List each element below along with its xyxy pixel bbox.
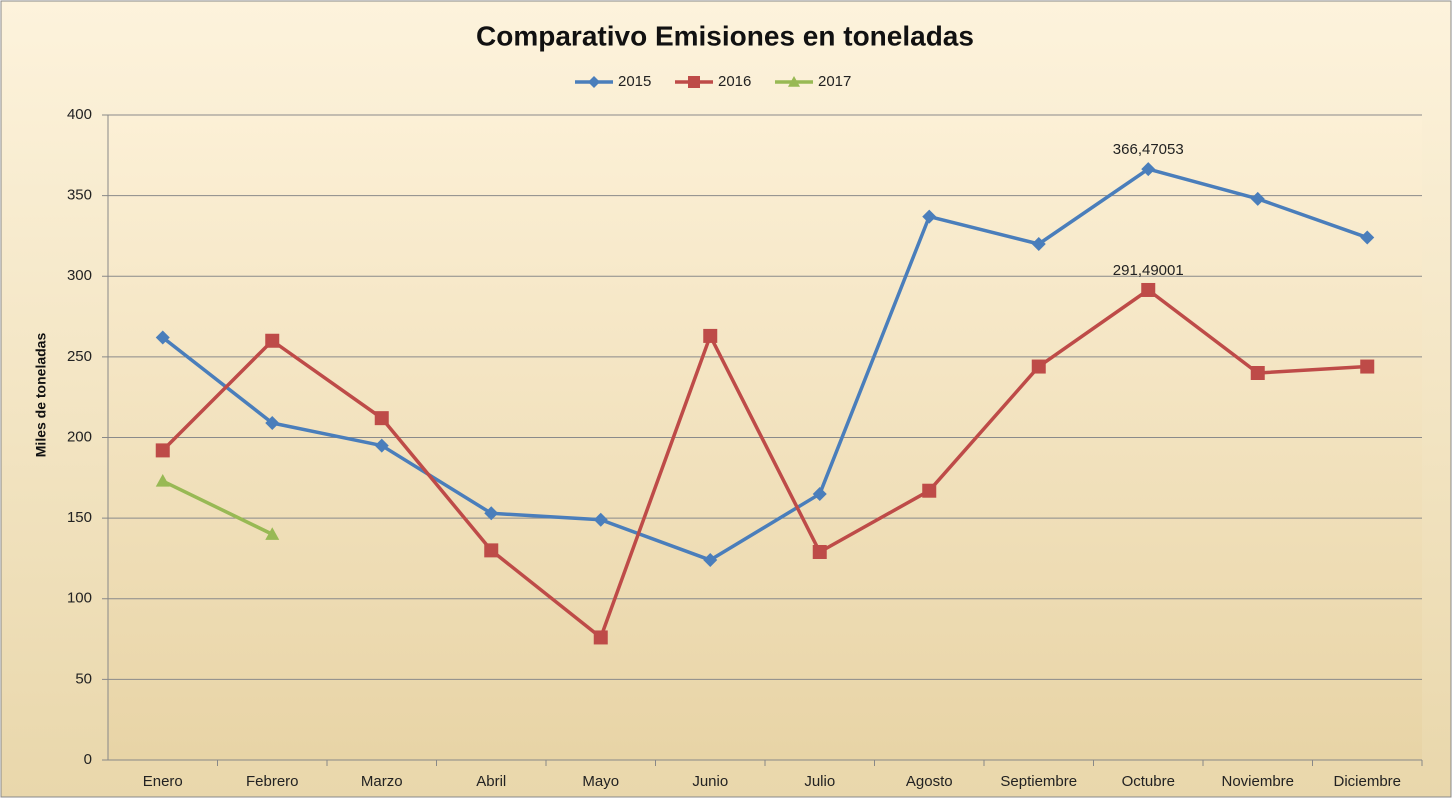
series-line bbox=[161, 288, 1368, 640]
marker bbox=[155, 474, 170, 487]
series-line bbox=[161, 167, 1368, 562]
marker bbox=[1360, 359, 1375, 374]
x-tick-label: Agosto bbox=[906, 773, 953, 790]
data-label: 291,49001 bbox=[1113, 262, 1184, 279]
marker bbox=[374, 411, 389, 426]
x-tick-label: Febrero bbox=[246, 773, 299, 790]
y-tick-label: 300 bbox=[67, 267, 92, 284]
marker bbox=[1031, 237, 1046, 251]
marker bbox=[484, 543, 499, 558]
marker bbox=[922, 209, 937, 224]
data-label: 366,47053 bbox=[1113, 141, 1184, 158]
marker bbox=[788, 76, 800, 87]
marker bbox=[1250, 191, 1265, 206]
marker bbox=[593, 512, 608, 527]
legend-label: 2016 bbox=[718, 73, 751, 90]
x-tick-label: Diciembre bbox=[1333, 773, 1401, 790]
marker bbox=[1360, 230, 1375, 245]
x-tick-label: Abril bbox=[476, 773, 506, 790]
marker bbox=[484, 506, 499, 521]
marker bbox=[588, 76, 600, 88]
marker bbox=[1250, 366, 1265, 380]
series-line bbox=[161, 479, 274, 536]
y-tick-label: 150 bbox=[67, 509, 92, 526]
marker bbox=[1141, 282, 1156, 297]
marker bbox=[374, 438, 389, 453]
marker bbox=[703, 553, 718, 568]
marker bbox=[812, 544, 827, 559]
marker bbox=[265, 527, 280, 540]
y-axis-label: Miles de toneladas bbox=[33, 333, 49, 458]
y-tick-label: 350 bbox=[67, 187, 92, 204]
legend-label: 2015 bbox=[618, 73, 651, 90]
marker bbox=[155, 443, 170, 458]
x-tick-label: Noviembre bbox=[1221, 773, 1294, 790]
y-tick-label: 50 bbox=[75, 670, 92, 687]
x-tick-label: Junio bbox=[692, 773, 728, 790]
x-tick-label: Julio bbox=[804, 773, 835, 790]
legend-label: 2017 bbox=[818, 73, 851, 90]
marker bbox=[265, 333, 280, 348]
marker bbox=[922, 483, 937, 498]
marker bbox=[155, 330, 170, 345]
chart-title: Comparativo Emisiones en toneladas bbox=[476, 20, 974, 51]
x-tick-label: Marzo bbox=[361, 773, 403, 790]
marker bbox=[703, 328, 718, 343]
marker bbox=[593, 630, 608, 645]
marker bbox=[1031, 359, 1046, 374]
x-tick-label: Octubre bbox=[1122, 773, 1175, 790]
marker bbox=[688, 76, 700, 88]
marker bbox=[812, 486, 827, 501]
y-tick-label: 250 bbox=[67, 348, 92, 365]
marker bbox=[265, 415, 280, 430]
x-tick-label: Enero bbox=[143, 773, 183, 790]
marker bbox=[1141, 162, 1156, 177]
y-tick-label: 0 bbox=[84, 751, 92, 768]
x-tick-label: Septiembre bbox=[1000, 773, 1077, 790]
y-tick-label: 200 bbox=[67, 428, 92, 445]
y-tick-label: 400 bbox=[67, 106, 92, 123]
x-tick-label: Mayo bbox=[582, 773, 619, 790]
y-tick-label: 100 bbox=[67, 590, 92, 607]
